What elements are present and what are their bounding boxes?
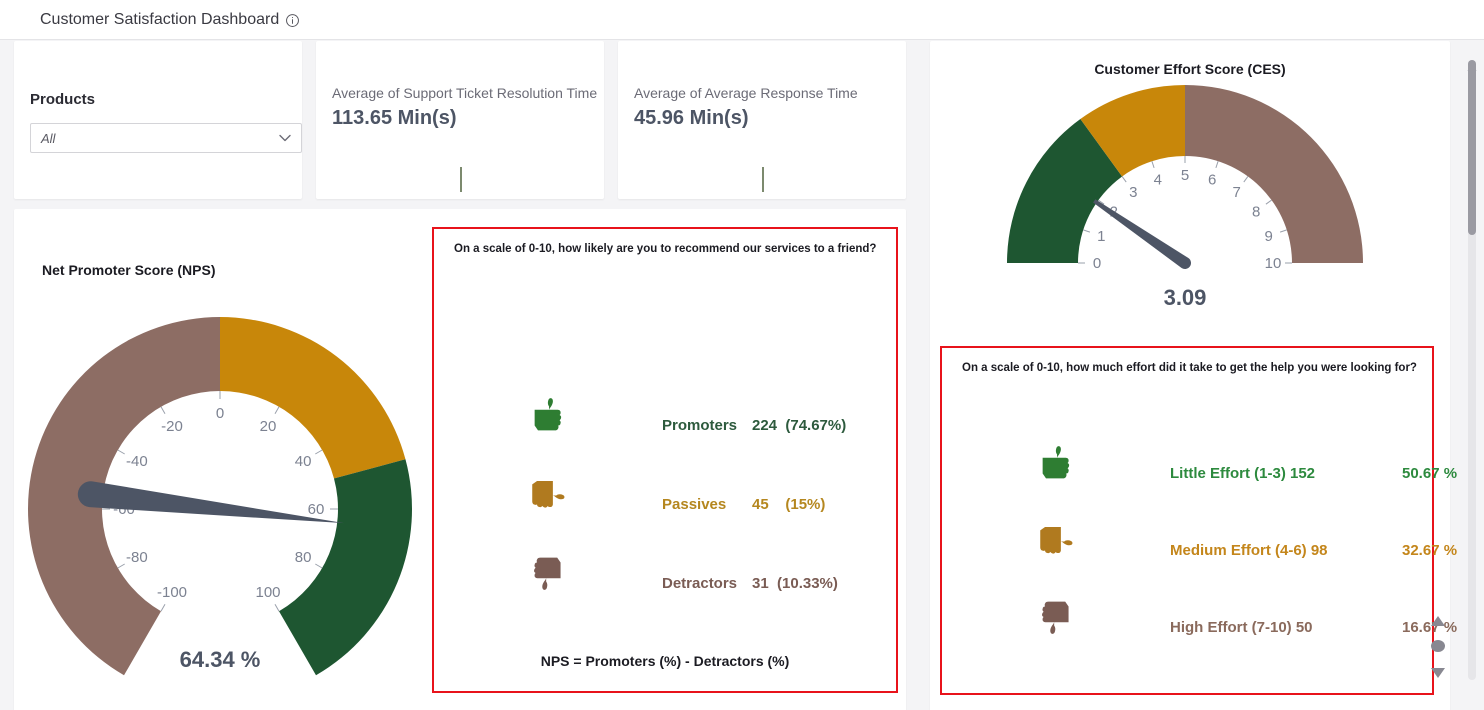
svg-text:10: 10 <box>1265 255 1282 272</box>
svg-text:0: 0 <box>216 405 224 422</box>
svg-text:-20: -20 <box>161 418 183 435</box>
svg-text:7: 7 <box>1233 184 1241 201</box>
svg-text:4: 4 <box>1154 171 1162 188</box>
svg-text:60: 60 <box>308 501 325 518</box>
svg-text:64.34 %: 64.34 % <box>180 647 261 672</box>
svg-text:80: 80 <box>295 549 312 566</box>
svg-text:5: 5 <box>1181 167 1189 184</box>
svg-text:1: 1 <box>1097 228 1105 245</box>
svg-text:40: 40 <box>295 453 312 470</box>
svg-text:9: 9 <box>1265 228 1273 245</box>
svg-text:0: 0 <box>1093 255 1101 272</box>
svg-text:6: 6 <box>1208 171 1216 188</box>
svg-text:100: 100 <box>255 584 280 601</box>
svg-text:-80: -80 <box>126 549 148 566</box>
svg-text:3.09: 3.09 <box>1164 285 1207 310</box>
svg-text:-100: -100 <box>157 584 187 601</box>
svg-text:-40: -40 <box>126 453 148 470</box>
svg-text:3: 3 <box>1129 184 1137 201</box>
svg-text:20: 20 <box>260 418 277 435</box>
svg-text:8: 8 <box>1252 203 1260 220</box>
